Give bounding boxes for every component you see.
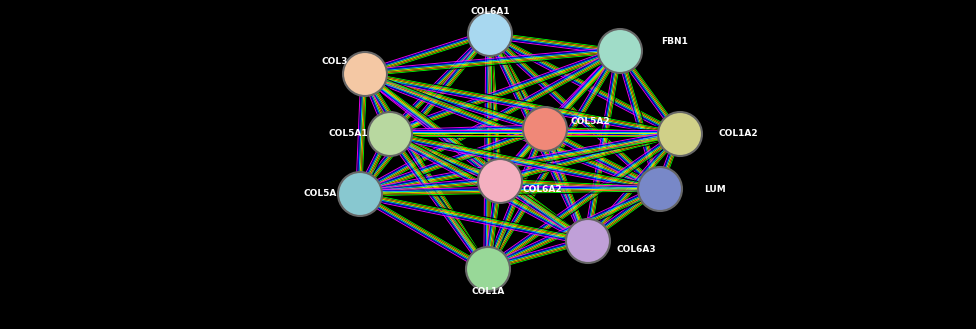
Circle shape	[368, 112, 412, 156]
Text: COL5A2: COL5A2	[570, 116, 610, 125]
Circle shape	[658, 112, 702, 156]
Circle shape	[523, 107, 567, 151]
Circle shape	[468, 12, 512, 56]
Text: COL5A1: COL5A1	[328, 130, 368, 139]
Text: LUM: LUM	[704, 185, 726, 193]
Text: FBN1: FBN1	[662, 37, 688, 45]
Text: COL1A: COL1A	[471, 287, 505, 295]
Circle shape	[343, 52, 387, 96]
Circle shape	[566, 219, 610, 263]
Text: COL6A3: COL6A3	[616, 244, 656, 254]
Circle shape	[338, 172, 382, 216]
Circle shape	[638, 167, 682, 211]
Text: COL6A1: COL6A1	[470, 8, 509, 16]
Text: COL3: COL3	[322, 58, 348, 66]
Circle shape	[598, 29, 642, 73]
Circle shape	[466, 247, 510, 291]
Text: COL5A: COL5A	[304, 190, 337, 198]
Text: COL6A2: COL6A2	[522, 185, 562, 193]
Text: COL1A2: COL1A2	[718, 130, 757, 139]
Circle shape	[478, 159, 522, 203]
